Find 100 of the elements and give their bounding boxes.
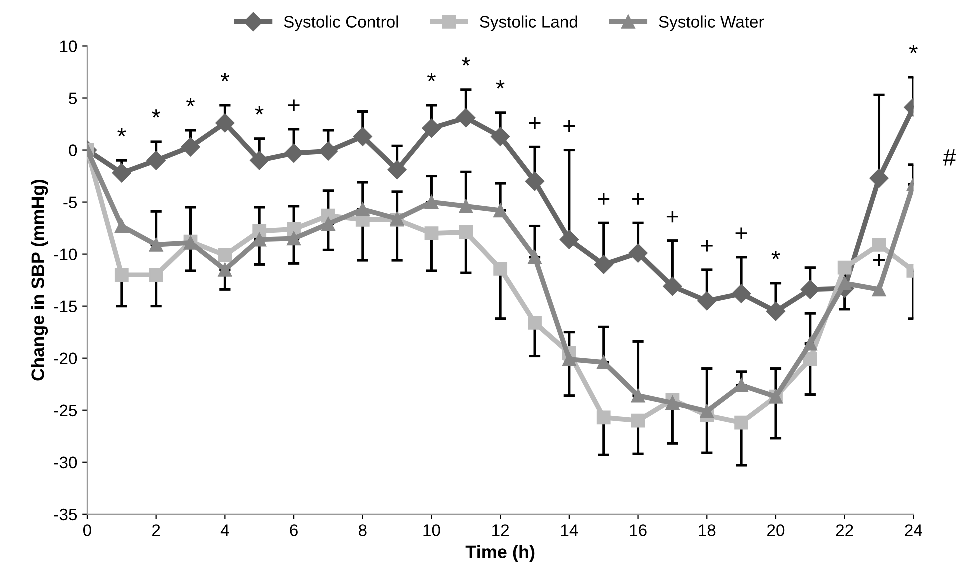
point — [216, 114, 235, 133]
x-tick-label: 24 — [905, 524, 922, 536]
x-axis-title: Time (h) — [466, 545, 535, 562]
y-tick-label: -30 — [54, 456, 78, 469]
point — [803, 352, 818, 366]
point — [284, 144, 304, 163]
x-tick-label: 16 — [630, 524, 647, 536]
annotation: + — [701, 240, 713, 252]
point — [732, 284, 752, 304]
x-tick-label: 10 — [424, 524, 440, 536]
annotation: + — [529, 117, 541, 129]
point — [525, 172, 545, 192]
point — [838, 260, 852, 275]
y-tick-label: -20 — [54, 352, 78, 365]
annotation: * — [118, 128, 126, 137]
x-tick-label: 0 — [83, 524, 92, 536]
x-tick-label: 4 — [220, 524, 230, 536]
annotation: # — [943, 150, 956, 166]
y-tick-label: -25 — [54, 404, 78, 417]
point — [149, 268, 164, 282]
annotation: + — [666, 211, 678, 223]
point — [734, 416, 748, 430]
x-tick-label: 6 — [290, 524, 298, 536]
annotation: * — [462, 58, 470, 66]
annotation: * — [496, 80, 505, 89]
y-tick-label: -5 — [64, 196, 78, 209]
x-tick-label: 14 — [561, 524, 578, 536]
point — [870, 168, 889, 188]
point — [803, 336, 818, 351]
legend-label: Systolic Control — [284, 16, 398, 32]
y-tick-label: 10 — [60, 40, 78, 52]
point — [112, 164, 132, 183]
point — [594, 255, 614, 274]
y-axis-title: Change in SBP (mmHg) — [31, 180, 48, 381]
point — [631, 414, 646, 428]
point — [287, 232, 301, 246]
point — [459, 200, 474, 214]
point — [356, 202, 370, 217]
annotation: * — [220, 73, 230, 82]
point — [218, 262, 232, 277]
annotation: * — [152, 110, 161, 118]
point — [114, 219, 129, 234]
point — [491, 127, 510, 146]
point — [698, 292, 717, 311]
point — [700, 404, 714, 418]
point — [560, 230, 579, 250]
y-tick-label: 0 — [69, 144, 78, 156]
point — [800, 280, 820, 300]
x-tick-label: 2 — [152, 524, 160, 536]
point — [146, 151, 166, 170]
point — [353, 127, 372, 146]
point — [322, 217, 336, 232]
point — [422, 118, 442, 138]
point — [424, 195, 439, 210]
point — [114, 268, 129, 282]
x-tick-label: 18 — [699, 524, 716, 536]
point — [424, 226, 439, 240]
point — [494, 262, 508, 276]
x-tick-label: 22 — [836, 524, 854, 536]
y-tick-label: 5 — [69, 92, 78, 104]
point — [149, 238, 164, 252]
point — [663, 277, 682, 296]
point — [181, 138, 200, 157]
point — [318, 142, 338, 161]
point — [562, 352, 576, 366]
point — [494, 204, 508, 218]
annotation: * — [772, 251, 780, 260]
point — [528, 250, 542, 264]
point — [838, 276, 852, 290]
point — [872, 282, 886, 297]
annotation: + — [736, 228, 748, 240]
annotation: * — [428, 73, 436, 82]
point — [872, 238, 886, 252]
x-tick-label: 8 — [358, 524, 367, 536]
legend-label: Systolic Land — [480, 16, 578, 32]
point — [666, 396, 680, 410]
point — [250, 151, 270, 170]
x-tick-label: 12 — [492, 524, 510, 536]
annotation: * — [909, 45, 918, 54]
point — [456, 108, 476, 128]
legend-label: Systolic Water — [659, 16, 764, 32]
y-tick-label: -35 — [54, 508, 78, 521]
point — [734, 378, 748, 392]
point — [528, 316, 542, 330]
annotation: * — [186, 98, 195, 106]
point — [596, 410, 611, 425]
point — [766, 302, 786, 322]
point — [287, 222, 301, 236]
annotation: + — [874, 254, 885, 266]
point — [388, 160, 407, 180]
point — [628, 244, 648, 263]
point — [631, 388, 646, 403]
annotation: + — [564, 120, 576, 132]
point — [218, 248, 232, 262]
x-tick-label: 20 — [768, 524, 785, 536]
annotation: * — [255, 106, 264, 115]
annotation: + — [598, 193, 610, 205]
annotation: + — [632, 193, 644, 205]
point — [459, 226, 474, 240]
y-tick-label: -10 — [54, 248, 78, 261]
